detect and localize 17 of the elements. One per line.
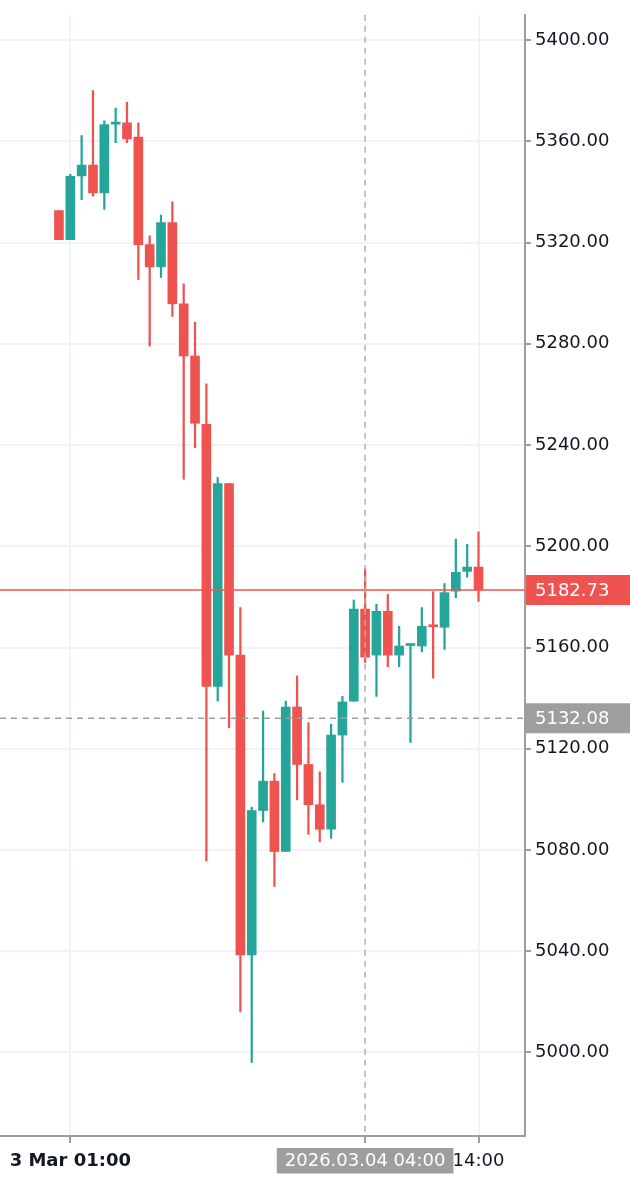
y-tick-label: 5320.00 bbox=[535, 230, 610, 252]
y-tick-label: 5200.00 bbox=[535, 533, 610, 555]
candlestick bbox=[405, 643, 416, 743]
x-tick-label: 3 Mar 01:00 bbox=[9, 1149, 131, 1171]
ref-line-label: 5182.73 bbox=[535, 578, 610, 600]
y-tick-label: 5160.00 bbox=[535, 635, 610, 657]
y-tick-label: 5120.00 bbox=[535, 736, 610, 758]
y-tick-label: 5400.00 bbox=[535, 27, 610, 49]
y-tick-label: 5280.00 bbox=[535, 331, 610, 353]
y-tick-label: 5040.00 bbox=[535, 938, 610, 960]
y-tick-label: 5240.00 bbox=[535, 432, 610, 454]
y-tick-label: 5080.00 bbox=[535, 837, 610, 859]
x-tick-label: 2026.03.04 04:00 bbox=[284, 1149, 446, 1171]
y-tick-label: 5000.00 bbox=[535, 1040, 610, 1062]
ref-line-label: 5132.08 bbox=[535, 706, 610, 728]
y-tick-label: 5360.00 bbox=[535, 129, 610, 151]
x-tick-label: 14:00 bbox=[452, 1149, 505, 1171]
